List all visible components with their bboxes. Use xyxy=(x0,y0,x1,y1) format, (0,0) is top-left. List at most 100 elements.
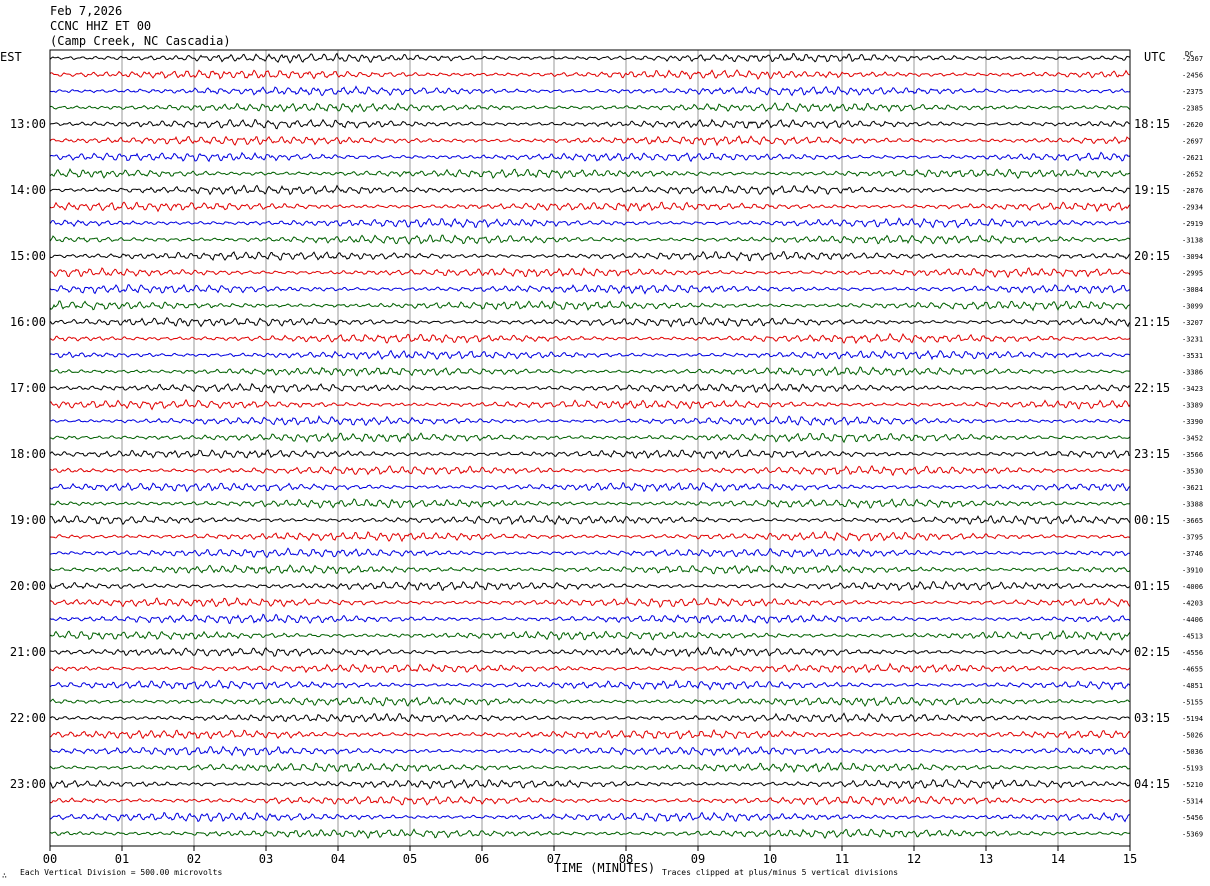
trace-row-44 xyxy=(49,761,1131,774)
trace-row-31 xyxy=(49,547,1131,559)
utc-label: UTC xyxy=(1144,50,1166,64)
est-hour-label: 23:00 xyxy=(10,777,46,791)
trace-row-4 xyxy=(49,102,1131,114)
dc-offset: -3531 xyxy=(1182,352,1203,360)
dc-offset: -4513 xyxy=(1182,633,1203,641)
dc-offset: -3795 xyxy=(1182,534,1203,542)
dc-offset: -3423 xyxy=(1182,385,1203,393)
trace-row-12 xyxy=(49,234,1131,245)
scale-note: Each Vertical Division = 500.00 microvol… xyxy=(20,868,222,877)
dc-offset: -3084 xyxy=(1182,286,1203,294)
dc-offset: -3621 xyxy=(1182,484,1203,492)
dc-offset: -2995 xyxy=(1182,270,1203,278)
trace-row-33 xyxy=(49,580,1131,592)
x-tick-label-02: 02 xyxy=(187,852,201,866)
x-tick-label-01: 01 xyxy=(115,852,129,866)
trace-row-21 xyxy=(49,382,1131,394)
dc-offset: -3207 xyxy=(1182,319,1203,327)
station-location: (Camp Creek, NC Cascadia) xyxy=(50,34,231,48)
x-tick-label-10: 10 xyxy=(763,852,777,866)
trace-row-34 xyxy=(49,597,1131,608)
dc-offset: -3530 xyxy=(1182,468,1203,476)
est-hour-label: 14:00 xyxy=(10,183,46,197)
dc-offset: -5369 xyxy=(1182,831,1203,839)
x-axis-tick-labels: 00 01 02 03 04 05 06 07 08 09 10 11 12 13 14 15 xyxy=(43,852,1137,866)
dc-offset: -5456 xyxy=(1182,814,1203,822)
x-tick-label-00: 00 xyxy=(43,852,57,866)
trace-row-11 xyxy=(49,217,1131,229)
utc-hour-label: 20:15 xyxy=(1134,249,1170,263)
trace-row-30 xyxy=(49,530,1131,543)
dc-offset: -2652 xyxy=(1182,171,1203,179)
trace-row-10 xyxy=(49,201,1131,213)
minute-gridlines xyxy=(121,50,1059,846)
dc-offset: -5155 xyxy=(1182,699,1203,707)
dc-offset: -4006 xyxy=(1182,583,1203,591)
dc-offset: -2621 xyxy=(1182,154,1203,162)
est-hour-label: 19:00 xyxy=(10,513,46,527)
utc-hour-label: 04:15 xyxy=(1134,777,1170,791)
plot-date: Feb 7,2026 xyxy=(50,4,123,18)
dc-offset: -5193 xyxy=(1182,765,1203,773)
dc-offset: -5036 xyxy=(1182,748,1203,756)
trace-row-20 xyxy=(49,366,1131,377)
hour-labels: 13:00 14:00 15:00 16:00 17:00 18:00 19:00 20:00… xyxy=(10,117,1170,791)
dc-label: DC xyxy=(1185,50,1193,58)
trace-row-27 xyxy=(49,481,1131,493)
est-hour-label: 16:00 xyxy=(10,315,46,329)
trace-row-19 xyxy=(49,349,1131,361)
est-hour-label: 13:00 xyxy=(10,117,46,131)
est-hour-label: 15:00 xyxy=(10,249,46,263)
x-tick-label-09: 09 xyxy=(691,852,705,866)
dc-offset: -2620 xyxy=(1182,121,1203,129)
dc-offset: -4556 xyxy=(1182,649,1203,657)
dc-offset: -5026 xyxy=(1182,732,1203,740)
x-tick-label-13: 13 xyxy=(979,852,993,866)
trace-row-40 xyxy=(49,696,1131,708)
trace-row-6 xyxy=(49,135,1131,147)
corner-mark: ∴ xyxy=(2,871,7,880)
trace-row-45 xyxy=(49,778,1131,790)
dc-offset: -3665 xyxy=(1182,517,1203,525)
trace-row-7 xyxy=(49,151,1131,163)
trace-row-18 xyxy=(49,332,1131,345)
dc-offset: -3388 xyxy=(1182,501,1203,509)
dc-offset: -3910 xyxy=(1182,567,1203,575)
trace-row-46 xyxy=(49,795,1131,806)
trace-row-17 xyxy=(49,316,1131,328)
dc-offset: -4406 xyxy=(1182,616,1203,624)
dc-offset: -3094 xyxy=(1182,253,1203,261)
est-hour-label: 22:00 xyxy=(10,711,46,725)
x-tick-label-05: 05 xyxy=(403,852,417,866)
dc-offset: -3231 xyxy=(1182,336,1203,344)
trace-row-47 xyxy=(49,811,1131,823)
utc-hour-label: 19:15 xyxy=(1134,183,1170,197)
trace-row-26 xyxy=(49,464,1131,477)
est-hour-label: 17:00 xyxy=(10,381,46,395)
dc-offset: -3746 xyxy=(1182,550,1203,558)
trace-row-2 xyxy=(49,69,1131,80)
trace-row-1 xyxy=(49,52,1131,64)
trace-row-28 xyxy=(49,498,1131,509)
trace-row-32 xyxy=(49,564,1131,575)
dc-offset: -4655 xyxy=(1182,666,1203,674)
x-tick-label-15: 15 xyxy=(1123,852,1137,866)
dc-offset: -3138 xyxy=(1182,237,1203,245)
x-tick-label-04: 04 xyxy=(331,852,345,866)
trace-row-3 xyxy=(49,85,1131,97)
seismic-traces xyxy=(49,52,1131,840)
trace-row-13 xyxy=(49,250,1131,262)
dc-offset: -2456 xyxy=(1182,72,1203,80)
dc-offset: -2367 xyxy=(1182,55,1203,63)
trace-row-9 xyxy=(49,184,1131,196)
utc-hour-label: 03:15 xyxy=(1134,711,1170,725)
trace-row-35 xyxy=(49,613,1131,625)
est-hour-label: 20:00 xyxy=(10,579,46,593)
dc-offset: -2385 xyxy=(1182,105,1203,113)
dc-offset: -3452 xyxy=(1182,435,1203,443)
dc-offset: -3386 xyxy=(1182,369,1203,377)
utc-hour-label: 00:15 xyxy=(1134,513,1170,527)
x-tick-label-06: 06 xyxy=(475,852,489,866)
dc-offset: -2375 xyxy=(1182,88,1203,96)
